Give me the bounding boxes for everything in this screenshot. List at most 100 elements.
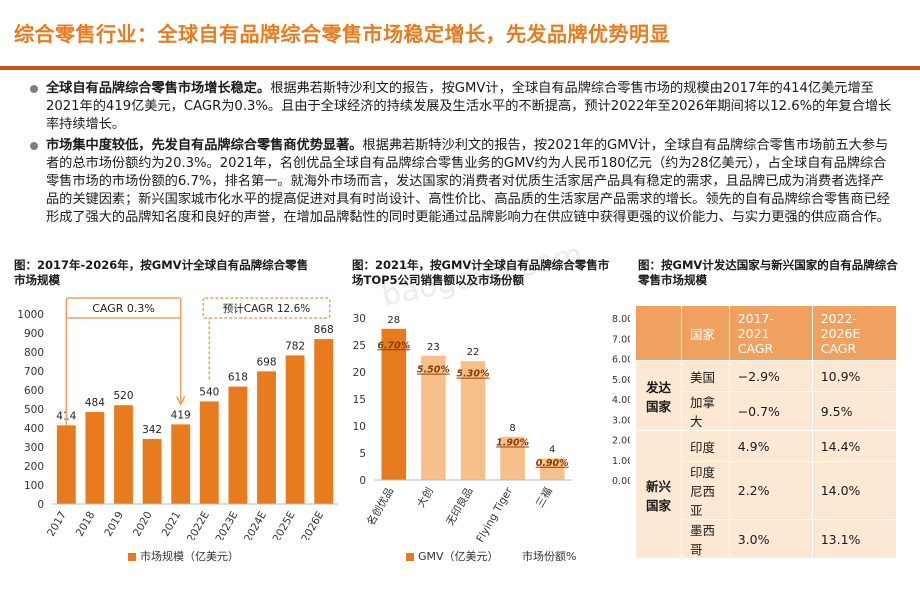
table-row: 新兴国家 印度 4.9% 14.4% bbox=[635, 430, 898, 559]
table-header-cagr2: 2022-2026E CAGR bbox=[811, 305, 898, 361]
share-label: 1.90% bbox=[496, 438, 529, 449]
bullet-text: 根据弗若斯特沙利文的报告，按GMV计，全球自有品牌综合零售市场的规模由2017年… bbox=[46, 81, 892, 133]
x-tick-label: 大创 bbox=[414, 485, 436, 510]
x-tick-label: 2022E bbox=[185, 510, 212, 541]
bullet-item: 市场集中度较低，先发自有品牌综合零售商优势显著。根据弗若斯特沙利文的报告，按20… bbox=[30, 137, 892, 228]
bar bbox=[85, 412, 105, 504]
cagr-label: CAGR 0.3% bbox=[92, 302, 155, 315]
y-tick-label: 400 bbox=[24, 423, 44, 435]
x-tick-label: 2018 bbox=[74, 510, 98, 539]
cagr-box bbox=[65, 297, 182, 319]
y2-tick-label: 1.00% bbox=[612, 456, 630, 467]
data-label: 782 bbox=[285, 340, 305, 352]
bar bbox=[56, 425, 76, 504]
data-label: 540 bbox=[199, 386, 219, 398]
fig2-legend-share: 市场份额% bbox=[522, 550, 577, 563]
bar bbox=[228, 386, 248, 504]
x-tick-label: 2021 bbox=[160, 510, 184, 539]
cagr-cell: 2.2% bbox=[728, 461, 813, 520]
country-cell: 美国 bbox=[681, 360, 730, 392]
top5-chart: 0 5 10 15 20 25 30 0.00% 1.00% 2.00% 3.00% 4.00% 5.0… bbox=[340, 290, 643, 554]
cagr-cell: 14.0% bbox=[811, 461, 898, 520]
bullet-dot-icon bbox=[30, 85, 38, 93]
top5-chart-svg: 0 5 10 15 20 25 30 0.00% 1.00% 2.00% 3.00% 4.00% 5.0… bbox=[353, 313, 643, 545]
cagr-cell: −0.7% bbox=[728, 391, 813, 431]
y-tick-label: 1000 bbox=[17, 309, 44, 321]
bar bbox=[171, 424, 191, 504]
fig3-title: 图：按GMV计发达国家与新兴国家的自有品牌综合零售市场规模 bbox=[638, 258, 898, 287]
data-label: 4 bbox=[549, 444, 555, 455]
data-label: 618 bbox=[228, 372, 248, 384]
table-header-cagr1: 2017-2021 CAGR bbox=[728, 305, 813, 361]
share-label: 5.30% bbox=[457, 369, 490, 380]
share-label: 5.50% bbox=[417, 365, 450, 376]
fig1-legend: 市场规模（亿美元） bbox=[128, 548, 239, 564]
bar bbox=[114, 405, 133, 504]
bar bbox=[460, 361, 486, 480]
bullet-list: 全球自有品牌综合零售市场增长稳定。根据弗若斯特沙利文的报告，按GMV计，全球自有… bbox=[30, 80, 892, 230]
page-title: 综合零售行业：全球自有品牌综合零售市场稳定增长，先发品牌优势明显 bbox=[14, 22, 670, 46]
bullet-text: 根据弗若斯特沙利文的报告，按2021年的GMV计，全球自有品牌综合零售市场前五大… bbox=[46, 137, 890, 226]
y-tick-label: 0 bbox=[37, 499, 44, 511]
y-tick-label: 100 bbox=[24, 480, 44, 492]
cagr-cell: 4.9% bbox=[728, 430, 813, 462]
fig1-legend-label: 市场规模（亿美元） bbox=[140, 550, 239, 563]
bar bbox=[421, 355, 446, 480]
data-label: 484 bbox=[85, 397, 105, 409]
market-size-chart: 0 100 200 300 400 500 600 700 800 900 1000 414 2017 4… bbox=[0, 290, 345, 544]
bar bbox=[500, 436, 525, 480]
y-tick-label: 0 bbox=[359, 475, 366, 487]
group-label: 发达国家 bbox=[635, 360, 682, 431]
x-tick-label: 2024E bbox=[242, 510, 269, 541]
country-cell: 印度 bbox=[681, 430, 730, 462]
share-label: 6.70% bbox=[377, 340, 410, 351]
table-row: 加拿大 −0.7% 9.5% bbox=[636, 391, 898, 431]
data-label: 520 bbox=[113, 390, 133, 402]
x-tick-label: 名创优品 bbox=[364, 485, 396, 528]
y-tick-label: 300 bbox=[24, 442, 44, 454]
table-header-blank bbox=[635, 305, 682, 361]
share-label: 0.90% bbox=[536, 458, 569, 469]
title-divider bbox=[0, 66, 920, 70]
y-tick-label: 30 bbox=[353, 313, 366, 325]
data-label: 419 bbox=[171, 409, 191, 421]
bar bbox=[381, 328, 407, 480]
cagr-cell: 10.9% bbox=[811, 360, 898, 392]
y-tick-label: 10 bbox=[353, 421, 366, 433]
y2-tick-label: 0.00% bbox=[612, 476, 630, 487]
y2-tick-label: 2.00% bbox=[612, 436, 630, 447]
data-label: 23 bbox=[427, 342, 440, 353]
cagr-box bbox=[202, 297, 331, 319]
y-tick-label: 600 bbox=[24, 385, 44, 397]
y2-tick-label: 8.00% bbox=[612, 314, 630, 325]
table-header-row: 国家 2017-2021 CAGR 2022-2026E CAGR bbox=[635, 305, 898, 361]
fig2-legend: GMV（亿美元） 市场份额% bbox=[406, 548, 577, 564]
y2-tick-label: 4.00% bbox=[612, 395, 630, 406]
cagr-cell: −2.9% bbox=[728, 360, 813, 392]
x-tick-label: 三福 bbox=[533, 485, 555, 510]
data-label: 698 bbox=[256, 356, 276, 368]
x-tick-label: Flying Tiger bbox=[474, 485, 515, 545]
table-header-country: 国家 bbox=[681, 305, 730, 361]
market-size-chart-svg: 0100200300400500600700800900100041420174… bbox=[17, 297, 338, 544]
x-tick-label: 2026E bbox=[299, 510, 326, 541]
bullet-dot-icon bbox=[30, 141, 38, 150]
group-label: 新兴国家 bbox=[635, 430, 682, 559]
legend-swatch-icon bbox=[128, 553, 136, 561]
cagr-table: 国家 2017-2021 CAGR 2022-2026E CAGR 发达国家 美… bbox=[635, 305, 898, 559]
cagr-cell: 14.4% bbox=[811, 430, 898, 462]
fig2-title: 图：2021年，按GMV计全球自有品牌综合零售市场TOP5公司销售额以及市场份额 bbox=[352, 258, 610, 287]
y2-tick-label: 6.00% bbox=[612, 355, 630, 366]
cagr-label: 预计CAGR 12.6% bbox=[223, 302, 310, 315]
cagr-arrow-icon bbox=[176, 396, 186, 407]
data-label: 342 bbox=[142, 424, 162, 436]
y-tick-label: 15 bbox=[353, 394, 366, 406]
x-tick-label: 2020 bbox=[131, 510, 155, 539]
country-cell: 印度尼西亚 bbox=[681, 461, 730, 520]
country-cell: 加拿大 bbox=[681, 391, 730, 431]
y2-tick-label: 7.00% bbox=[612, 334, 630, 345]
bar bbox=[257, 371, 276, 504]
x-tick-label: 无印良品 bbox=[443, 485, 475, 528]
data-label: 22 bbox=[467, 347, 480, 358]
y-tick-label: 900 bbox=[24, 328, 44, 340]
